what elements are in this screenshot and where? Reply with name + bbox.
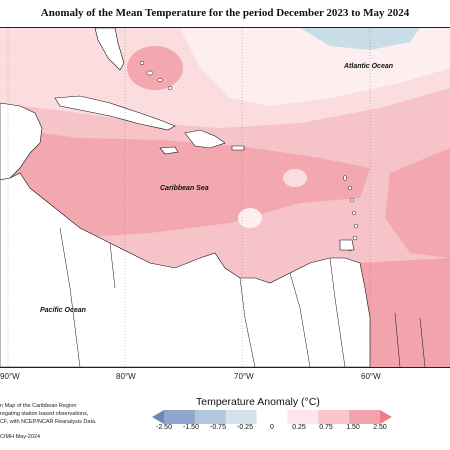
legend-tick-label: 2.50: [373, 424, 387, 431]
anomaly-field-low-pr: [283, 169, 307, 187]
longitude-tick-70w: 70°W: [234, 372, 254, 381]
bahamas-islands: [139, 61, 173, 90]
atlantic-ocean-label: Atlantic Ocean: [344, 63, 394, 70]
legend-tick-label: 0.75: [319, 424, 333, 431]
land-cuba: [54, 95, 176, 131]
credit-line-2: regating station based observations,: [0, 411, 89, 417]
legend-bin: [287, 410, 319, 424]
anomaly-field-high-guianas: [360, 258, 450, 367]
legend-bin: [194, 410, 227, 424]
longitude-tick-80w: 80°W: [116, 372, 136, 381]
land-jamaica: [159, 146, 179, 155]
legend-bin: [318, 410, 350, 424]
legend-colorbar: [152, 410, 392, 424]
legend-bin: [225, 410, 258, 424]
credit-line-3: CF, with NCEP/NCAR Reanalysis Data.: [0, 419, 97, 425]
country-borders: [59, 227, 426, 367]
legend-tick-label: 0: [270, 424, 274, 431]
longitude-tick-90w: 90°W: [0, 372, 20, 381]
anomaly-field-negative: [300, 28, 420, 50]
legend-tick-label: -2.50: [156, 424, 172, 431]
graticule: [7, 28, 371, 367]
legend-title: Temperature Anomaly (°C): [196, 396, 320, 408]
pacific-ocean-label: Pacific Ocean: [40, 307, 86, 314]
anomaly-field-high-east: [385, 148, 450, 258]
anomaly-field-high: [0, 128, 370, 243]
credit-line-4: CIMH May-2024: [0, 434, 41, 440]
longitude-tick-60w: 60°W: [361, 372, 381, 381]
anomaly-map-svg: [0, 28, 450, 367]
anomaly-field-near-zero-blob: [238, 208, 262, 228]
land-puerto-rico: [231, 145, 245, 151]
land-trinidad: [339, 239, 355, 251]
legend-tick-label: 0.25: [292, 424, 306, 431]
anomaly-map: [0, 27, 450, 368]
land-hispaniola: [184, 129, 226, 149]
land-florida: [94, 28, 125, 71]
legend-tick-label: -0.25: [237, 424, 253, 431]
legend-tick-label: 1.50: [346, 424, 360, 431]
land-central-america: [0, 172, 371, 367]
legend-bin: [164, 410, 196, 424]
legend-tick-label: -1.50: [183, 424, 199, 431]
legend-bin: [349, 410, 381, 424]
map-title: Anomaly of the Mean Temperature for the …: [40, 7, 410, 19]
caribbean-sea-label: Caribbean Sea: [160, 185, 209, 192]
anomaly-field-high-bahamas: [127, 46, 183, 90]
legend-bin-arrow-right: [380, 410, 392, 424]
credit-line-1: n Map of the Caribbean Region: [0, 403, 77, 409]
legend-bin-arrow-left: [152, 410, 164, 424]
legend-bin: [256, 410, 288, 424]
legend-tick-label: -0.75: [210, 424, 226, 431]
